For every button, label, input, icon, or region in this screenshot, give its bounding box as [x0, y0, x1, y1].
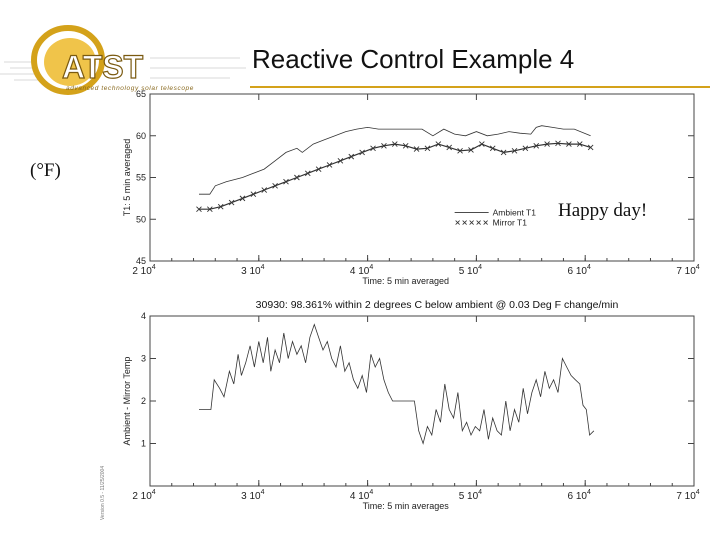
logo-streaks	[0, 57, 246, 81]
x-tick-label: 3 104	[241, 489, 264, 502]
temperature-chart: 2 104 3 104 4 104 5 104 6 104 7 104 45 50 55 60 65…	[122, 89, 700, 286]
x-tick-label: 2 104	[132, 264, 155, 277]
plot-frame	[149, 93, 695, 262]
series-line-2	[199, 142, 591, 210]
y-tick-label: 60	[136, 131, 146, 141]
y-tick-label: 55	[136, 173, 146, 183]
series-marker	[587, 144, 594, 151]
series-marker	[294, 174, 300, 181]
series-marker	[457, 147, 463, 154]
series-marker	[370, 145, 376, 152]
series-marker	[250, 191, 257, 198]
series-marker	[500, 149, 507, 156]
logo-sun-core	[44, 38, 96, 86]
series-marker	[435, 141, 442, 147]
series-marker	[239, 195, 246, 202]
series-marker	[326, 162, 333, 168]
logo-tagline: advanced technology solar telescope	[66, 85, 194, 92]
series-marker	[217, 203, 224, 210]
series-marker	[359, 149, 365, 156]
series-marker	[511, 147, 518, 154]
y-tick-label: 4	[141, 311, 146, 321]
slide-title: Reactive Control Example 4	[252, 44, 575, 74]
series-marker	[468, 147, 474, 153]
legend-swatch-mirror	[476, 220, 481, 225]
series-marker	[207, 206, 213, 213]
series-marker	[348, 153, 355, 160]
x-tick-label: 6 104	[568, 489, 591, 502]
series-line-1	[199, 323, 595, 445]
series-line-1	[199, 125, 591, 195]
series-marker	[402, 142, 409, 149]
legend-label-mirror: Mirror T1	[493, 218, 528, 228]
x-tick-label: 5 104	[459, 264, 482, 277]
x-tick-label: 6 104	[568, 264, 591, 277]
atst-logo: ATST advanced technology solar telescope	[0, 25, 246, 95]
series-marker	[555, 140, 561, 147]
y-axis-label: T1: 5 min averaged	[122, 139, 132, 217]
series-marker	[566, 141, 572, 147]
series-marker	[228, 199, 235, 206]
x-tick-label: 4 104	[350, 264, 373, 277]
legend-swatch-mirror	[455, 220, 460, 225]
y-tick-label: 45	[136, 256, 146, 266]
x-tick-label: 2 104	[132, 489, 155, 502]
series-marker	[424, 145, 431, 152]
y-tick-label: 65	[136, 89, 146, 99]
series-marker	[381, 142, 387, 149]
units-label: (°F)	[30, 160, 61, 181]
series-marker	[479, 141, 485, 147]
x-tick-label: 7 104	[676, 264, 699, 277]
x-axis-label: Time: 5 min averages	[363, 501, 450, 511]
series-marker	[272, 183, 278, 189]
series-marker	[337, 157, 344, 164]
series-marker	[522, 145, 529, 152]
y-tick-label: 50	[136, 214, 146, 224]
series-marker	[544, 141, 550, 147]
difference-chart: 2 104 3 104 4 104 5 104 6 104 7 104 1 2 3 4 Time: …	[122, 299, 700, 511]
series-marker	[391, 141, 398, 147]
x-tick-label: 3 104	[241, 264, 264, 277]
y-axis-label: Ambient - Mirror Temp	[122, 357, 132, 446]
y-tick-label: 3	[141, 354, 146, 364]
x-tick-label: 5 104	[459, 489, 482, 502]
version-note: Version 0.5 - 11/25/2004	[100, 465, 106, 520]
x-tick-label: 4 104	[350, 489, 373, 502]
series-marker	[315, 166, 322, 172]
series-marker	[261, 187, 268, 193]
series-marker	[446, 144, 453, 151]
series-marker	[283, 178, 289, 185]
series-marker	[533, 142, 540, 149]
title-underline	[250, 86, 710, 88]
series-marker	[489, 145, 496, 152]
series-marker	[304, 170, 311, 177]
series-marker	[196, 206, 202, 213]
happy-day-annotation: Happy day!	[558, 200, 648, 221]
series-marker	[576, 141, 583, 147]
chart-title: 30930: 98.361% within 2 degrees C below …	[256, 299, 619, 311]
y-tick-label: 1	[141, 439, 146, 449]
plot-frame	[149, 315, 695, 487]
logo-wordmark: ATST	[62, 49, 144, 85]
legend-swatch-mirror	[462, 220, 467, 225]
series-marker	[413, 146, 420, 152]
legend-label-ambient: Ambient T1	[493, 208, 537, 218]
x-tick-label: 7 104	[676, 489, 699, 502]
x-axis-label: Time: 5 min averaged	[362, 276, 449, 286]
y-tick-label: 2	[141, 396, 146, 406]
legend-swatch-mirror	[483, 220, 488, 225]
legend-swatch-mirror	[469, 220, 474, 225]
